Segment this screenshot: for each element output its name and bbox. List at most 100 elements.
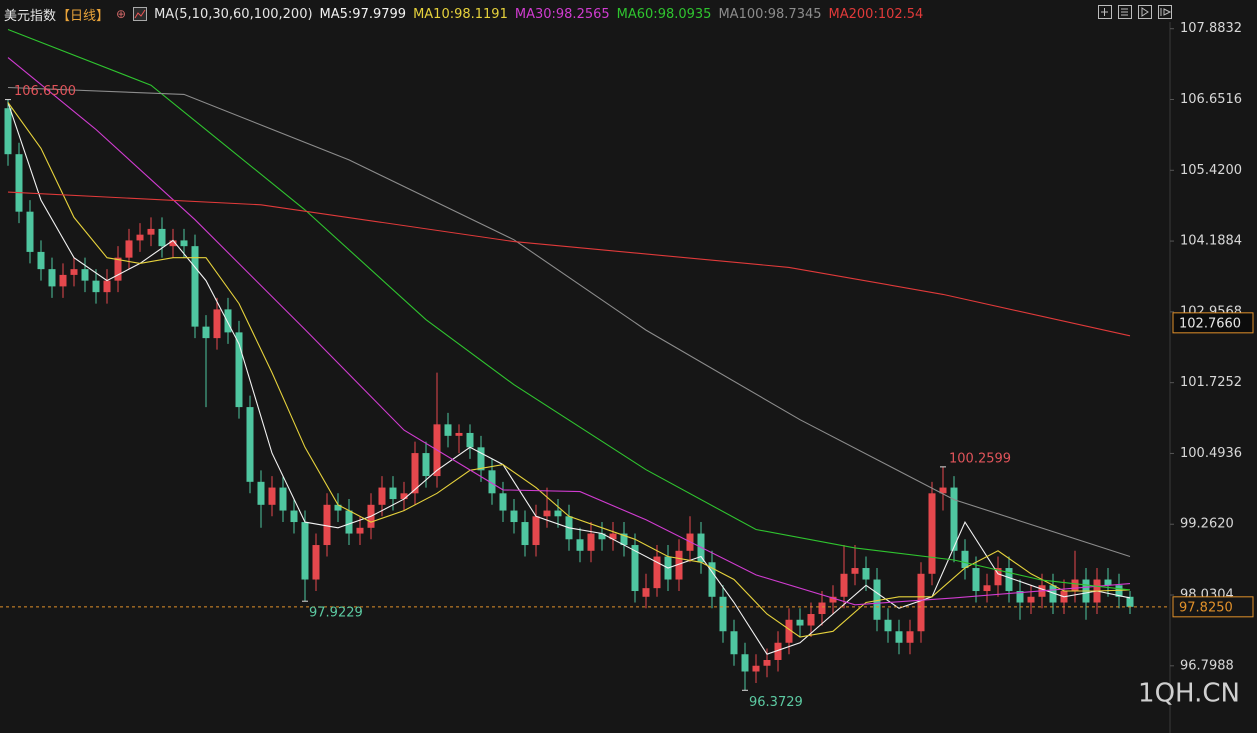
candle-body <box>587 533 595 551</box>
candle-body <box>631 545 639 592</box>
price-tag-label: 97.8250 <box>1179 600 1233 615</box>
candle-body <box>862 568 870 580</box>
candle-body <box>532 516 540 546</box>
candle-body <box>972 568 980 592</box>
legend-entry: MA5:97.9799 <box>319 6 407 22</box>
candle-body <box>147 228 155 235</box>
candle-body <box>1104 579 1112 586</box>
candle-body <box>994 568 1002 586</box>
ma-line <box>7 86 1131 558</box>
candles <box>4 99 1134 691</box>
candle-body <box>950 487 958 551</box>
y-tick-label: 100.4936 <box>1180 446 1242 461</box>
candle-body <box>323 504 331 546</box>
candle-body <box>103 280 111 293</box>
header: 美元指数 【日线】 ⊕ MA(5,10,30,60,100,200) MA5:9… <box>4 5 923 24</box>
candle-body <box>818 602 826 615</box>
high-label: 106.6500 <box>14 84 76 99</box>
candle-body <box>15 154 23 212</box>
candle-body <box>26 211 34 252</box>
candle-body <box>1071 579 1079 592</box>
candle-body <box>301 522 309 580</box>
candle-body <box>807 614 815 626</box>
legend-entry: MA60:98.0935 <box>616 6 712 22</box>
y-tick-label: 104.1884 <box>1180 234 1242 249</box>
candle-body <box>620 533 628 546</box>
candle-body <box>708 562 716 597</box>
tool-button[interactable] <box>1158 5 1172 19</box>
candle-body <box>334 504 342 511</box>
y-tick-label: 101.7252 <box>1180 375 1242 390</box>
candle-body <box>125 240 133 258</box>
candle-body <box>598 533 606 540</box>
candle-body <box>521 522 529 546</box>
candle-body <box>191 246 199 327</box>
candle-body <box>884 619 892 632</box>
low-label: 96.3729 <box>749 695 803 710</box>
ma-line <box>7 57 1131 606</box>
candle-body <box>785 619 793 643</box>
y-tick-label: 105.4200 <box>1180 163 1242 178</box>
y-tick-label: 96.7988 <box>1180 658 1234 673</box>
candle-body <box>466 432 474 448</box>
low-label: 97.9229 <box>309 606 363 621</box>
candle-body <box>829 596 837 603</box>
candle-body <box>752 665 760 672</box>
candle-body <box>939 487 947 494</box>
period[interactable]: 【日线】 <box>57 8 110 24</box>
candle-body <box>774 642 782 660</box>
candle-body <box>444 424 452 436</box>
candle-body <box>554 510 562 517</box>
tool-button[interactable] <box>1138 5 1152 19</box>
candle-body <box>675 550 683 580</box>
candle-body <box>180 240 188 247</box>
candle-body <box>279 487 287 511</box>
price-tag <box>1172 596 1254 618</box>
tool-glyphs <box>1101 7 1172 17</box>
candle-body <box>895 631 903 643</box>
indicator-icon[interactable] <box>133 7 148 21</box>
candle-body <box>59 274 67 287</box>
ma-line <box>7 102 1131 655</box>
candle-body <box>961 550 969 569</box>
candle-body <box>136 234 144 241</box>
candle-body <box>510 510 518 523</box>
candle-body <box>224 309 232 333</box>
candle-body <box>312 545 320 580</box>
candle-body <box>477 447 485 471</box>
candle-body <box>92 280 100 293</box>
candle-body <box>213 309 221 339</box>
add-icon[interactable]: ⊕ <box>116 7 127 21</box>
ma-header: MA(5,10,30,60,100,200) <box>154 6 313 22</box>
candle-body <box>730 631 738 655</box>
candle-body <box>741 654 749 672</box>
candle-body <box>48 269 56 287</box>
tool-button[interactable] <box>1098 5 1112 19</box>
candle-body <box>576 539 584 551</box>
candle-body <box>642 588 650 597</box>
candle-body <box>169 240 177 247</box>
candle-body <box>873 579 881 620</box>
high-label: 100.2599 <box>949 451 1011 466</box>
candle-body <box>235 332 243 408</box>
candle-body <box>1027 596 1035 603</box>
candle-body <box>543 510 551 517</box>
candle-body <box>1016 591 1024 603</box>
candle-body <box>1126 596 1134 607</box>
tool-button[interactable] <box>1118 5 1132 19</box>
candle-body <box>488 470 496 494</box>
candle-body <box>719 596 727 632</box>
title: 美元指数 <box>4 8 57 24</box>
candle-body <box>81 269 89 281</box>
toolbar <box>1098 5 1172 19</box>
candle-body <box>455 432 463 436</box>
candle-body <box>796 619 804 626</box>
candle-body <box>37 251 45 270</box>
candle-body <box>499 493 507 511</box>
candle-body <box>400 493 408 500</box>
candle-body <box>851 568 859 574</box>
candle-body <box>653 556 661 589</box>
y-tick-label: 106.6516 <box>1180 92 1242 107</box>
candle-body <box>4 108 12 155</box>
